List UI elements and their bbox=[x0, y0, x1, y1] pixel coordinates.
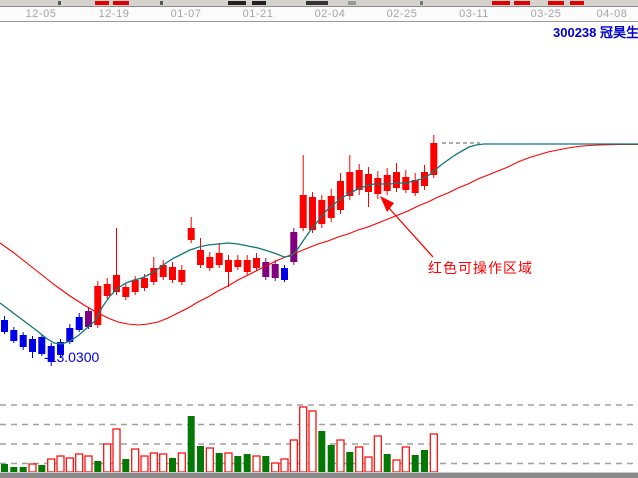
date-label: 12-19 bbox=[98, 8, 130, 20]
volume-bars bbox=[1, 406, 438, 473]
toolbar-remnant bbox=[0, 0, 638, 7]
horizontal-scrollbar[interactable] bbox=[0, 472, 638, 478]
ma-slow-line bbox=[0, 143, 638, 326]
low-price-label: -13.0300 bbox=[44, 349, 100, 365]
date-label: 03-25 bbox=[530, 8, 562, 20]
toolbar-icon-fragment bbox=[160, 1, 163, 5]
toolbar-icon-fragment bbox=[514, 1, 530, 5]
toolbar-icon-fragment bbox=[548, 1, 564, 5]
toolbar-icon-fragment bbox=[252, 1, 266, 5]
candles bbox=[1, 135, 438, 366]
toolbar-icon-fragment bbox=[58, 1, 61, 5]
toolbar-icon-fragment bbox=[95, 1, 109, 5]
date-label: 02-25 bbox=[386, 8, 418, 20]
date-label: 02-04 bbox=[314, 8, 346, 20]
ma-fast-line bbox=[0, 143, 638, 345]
toolbar-icon-fragment bbox=[348, 1, 356, 5]
date-axis: 12-05 12-19 01-07 01-21 02-04 02-25 03-11 03-25… bbox=[0, 7, 638, 22]
toolbar-icon-fragment bbox=[570, 1, 584, 5]
date-label: 01-07 bbox=[170, 8, 202, 20]
annotation-arrow bbox=[380, 196, 434, 258]
stock-code-label: 300238 冠昊生 bbox=[553, 25, 638, 40]
date-label: 12-05 bbox=[25, 8, 57, 20]
toolbar-icon-fragment bbox=[113, 1, 129, 5]
date-label: 03-11 bbox=[459, 8, 489, 20]
toolbar-icon-fragment bbox=[492, 1, 510, 5]
date-label: 04-08 bbox=[596, 8, 628, 20]
toolbar-icon-fragment bbox=[306, 1, 328, 5]
date-label: 01-21 bbox=[242, 8, 274, 20]
annotation-text: 红色可操作区域 bbox=[428, 260, 533, 276]
toolbar-icon-fragment bbox=[228, 1, 246, 5]
toolbar-icon-fragment bbox=[420, 1, 423, 5]
